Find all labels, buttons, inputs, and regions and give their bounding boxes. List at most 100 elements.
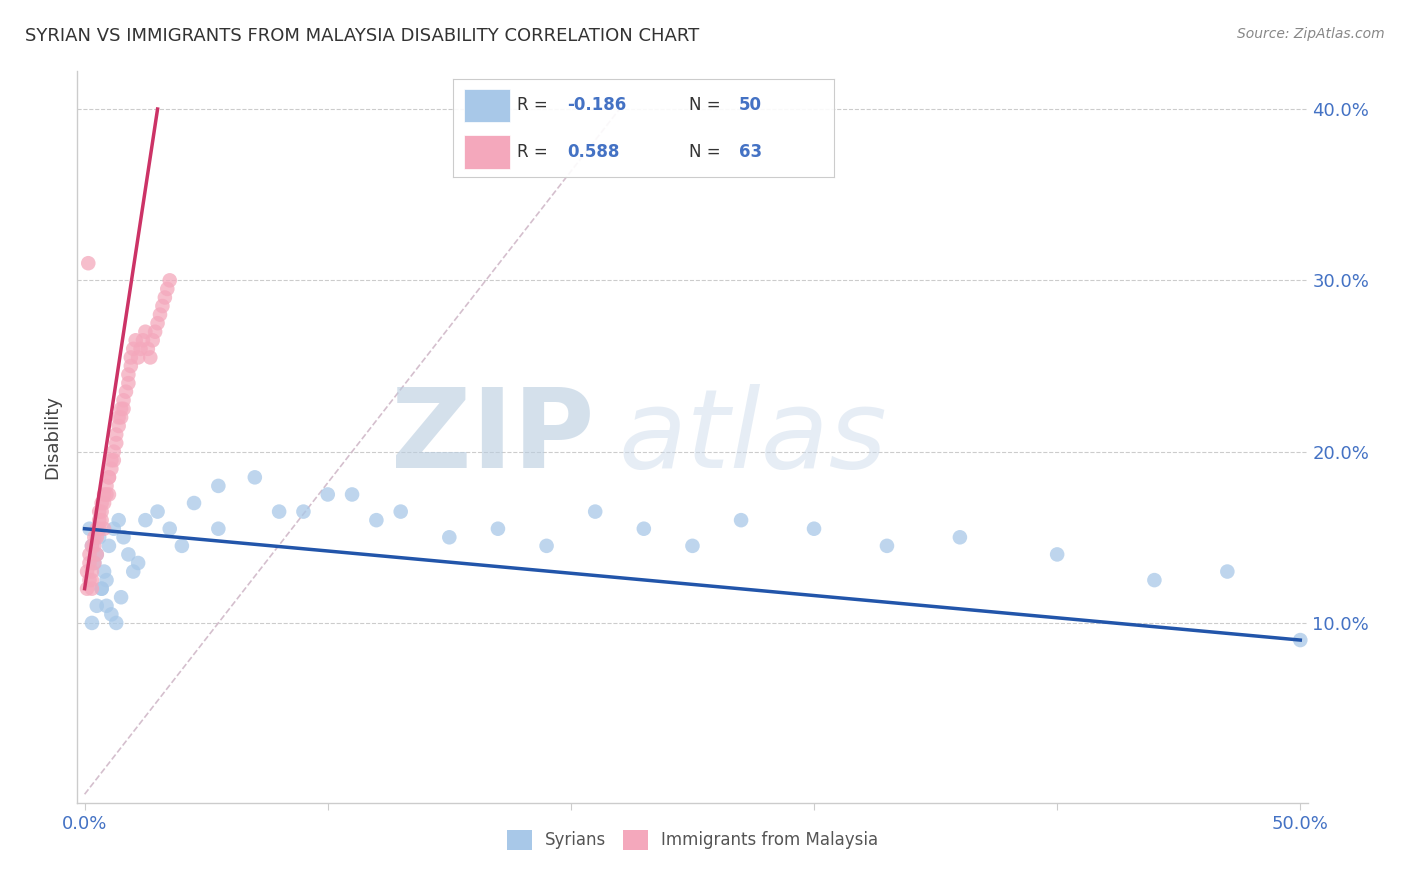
Point bbox=[96, 573, 118, 587]
Point bbox=[803, 522, 825, 536]
Point bbox=[93, 496, 115, 510]
Point bbox=[439, 530, 461, 544]
Point bbox=[243, 470, 266, 484]
Point bbox=[80, 615, 103, 630]
Point bbox=[79, 573, 101, 587]
Point bbox=[110, 410, 132, 425]
Point bbox=[389, 505, 412, 519]
Point bbox=[207, 479, 229, 493]
Point bbox=[93, 565, 115, 579]
Point bbox=[117, 548, 139, 562]
Point bbox=[86, 548, 108, 562]
Point bbox=[76, 565, 98, 579]
Text: atlas: atlas bbox=[619, 384, 887, 491]
Point bbox=[110, 401, 132, 416]
Point bbox=[146, 505, 169, 519]
Point bbox=[79, 522, 101, 536]
Point bbox=[97, 539, 120, 553]
Point bbox=[96, 599, 118, 613]
Point bbox=[107, 419, 129, 434]
Point bbox=[86, 548, 108, 562]
Point bbox=[89, 505, 111, 519]
Point bbox=[89, 530, 111, 544]
Point bbox=[76, 582, 98, 596]
Point bbox=[80, 565, 103, 579]
Point bbox=[80, 539, 103, 553]
Point bbox=[90, 496, 112, 510]
Point bbox=[125, 333, 148, 347]
Text: SYRIAN VS IMMIGRANTS FROM MALAYSIA DISABILITY CORRELATION CHART: SYRIAN VS IMMIGRANTS FROM MALAYSIA DISAB… bbox=[25, 27, 700, 45]
Point bbox=[1046, 548, 1069, 562]
Point bbox=[79, 556, 101, 570]
Point bbox=[97, 487, 120, 501]
Point bbox=[97, 470, 120, 484]
Point bbox=[96, 479, 118, 493]
Point bbox=[80, 573, 103, 587]
Point bbox=[159, 522, 181, 536]
Point bbox=[79, 548, 101, 562]
Point bbox=[132, 333, 155, 347]
Point bbox=[93, 487, 115, 501]
Point bbox=[83, 539, 105, 553]
Point bbox=[136, 342, 159, 356]
Point bbox=[90, 582, 112, 596]
Point bbox=[1216, 565, 1239, 579]
Point bbox=[129, 342, 152, 356]
Point bbox=[127, 351, 149, 365]
Point bbox=[876, 539, 898, 553]
Point bbox=[90, 505, 112, 519]
Legend: Syrians, Immigrants from Malaysia: Syrians, Immigrants from Malaysia bbox=[501, 823, 884, 856]
Point bbox=[107, 513, 129, 527]
Point bbox=[122, 565, 145, 579]
Point bbox=[1289, 633, 1312, 648]
Point bbox=[152, 299, 174, 313]
Point bbox=[120, 351, 142, 365]
Point bbox=[105, 427, 128, 442]
Point bbox=[112, 530, 135, 544]
Point bbox=[207, 522, 229, 536]
Point bbox=[90, 582, 112, 596]
Point bbox=[86, 522, 108, 536]
Point bbox=[80, 539, 103, 553]
Point bbox=[682, 539, 704, 553]
Point bbox=[100, 607, 122, 622]
Point bbox=[633, 522, 655, 536]
Point bbox=[103, 453, 125, 467]
Point bbox=[112, 401, 135, 416]
Point bbox=[143, 325, 166, 339]
Point bbox=[83, 556, 105, 570]
Point bbox=[134, 513, 156, 527]
Point bbox=[110, 591, 132, 605]
Point bbox=[93, 522, 115, 536]
Point bbox=[1143, 573, 1166, 587]
Point bbox=[97, 470, 120, 484]
Point bbox=[170, 539, 193, 553]
Text: Source: ZipAtlas.com: Source: ZipAtlas.com bbox=[1237, 27, 1385, 41]
Point bbox=[127, 556, 149, 570]
Point bbox=[949, 530, 972, 544]
Point bbox=[103, 444, 125, 458]
Point bbox=[292, 505, 315, 519]
Point bbox=[83, 530, 105, 544]
Point bbox=[86, 599, 108, 613]
Point bbox=[134, 325, 156, 339]
Point bbox=[115, 384, 138, 399]
Point bbox=[120, 359, 142, 373]
Point bbox=[83, 556, 105, 570]
Point bbox=[80, 582, 103, 596]
Point bbox=[153, 290, 176, 304]
Point bbox=[183, 496, 205, 510]
Point bbox=[139, 351, 162, 365]
Text: ZIP: ZIP bbox=[391, 384, 595, 491]
Point bbox=[366, 513, 388, 527]
Point bbox=[149, 308, 172, 322]
Point bbox=[103, 522, 125, 536]
Point bbox=[86, 530, 108, 544]
Point bbox=[117, 368, 139, 382]
Point bbox=[112, 393, 135, 408]
Point bbox=[122, 342, 145, 356]
Point bbox=[146, 316, 169, 330]
Point bbox=[583, 505, 606, 519]
Point bbox=[536, 539, 558, 553]
Point bbox=[90, 513, 112, 527]
